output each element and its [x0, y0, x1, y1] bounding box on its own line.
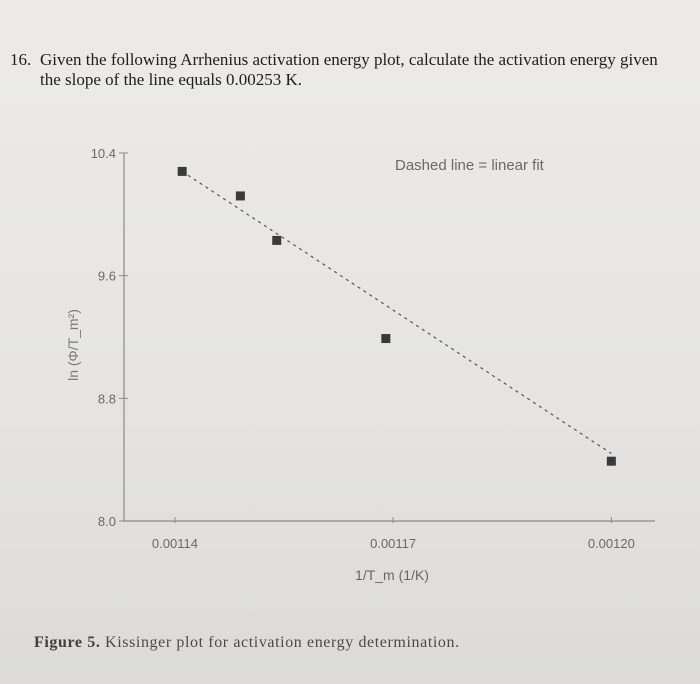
- figure-caption: Figure 5. Kissinger plot for activation …: [34, 634, 460, 652]
- y-tick-label: 8.8: [98, 391, 116, 406]
- data-point-marker: [272, 235, 282, 245]
- linear-fit-line: [181, 170, 612, 455]
- plot-ticks: 8.0 8.8 9.6 10.4 0.00114 0.00117 0.00120: [91, 146, 635, 551]
- data-point-marker: [381, 334, 391, 344]
- x-tick-label: 0.00114: [152, 536, 198, 551]
- y-tick-label: 8.0: [98, 514, 116, 529]
- figure-caption-text: Kissinger plot for activation energy det…: [105, 634, 460, 651]
- data-points: [177, 166, 616, 466]
- y-tick-label: 9.6: [98, 269, 116, 284]
- question-line-2: the slope of the line equals 0.00253 K.: [40, 70, 303, 89]
- data-point-marker: [177, 166, 187, 176]
- y-axis-label: ln (Φ/T_m²): [65, 309, 81, 381]
- question-number: 16.: [10, 50, 32, 69]
- question-line-1: Given the following Arrhenius activation…: [40, 50, 658, 69]
- fit-line-group: [181, 170, 612, 455]
- question-text: 16. Given the following Arrhenius activat…: [10, 50, 670, 90]
- figure-caption-label: Figure 5.: [34, 634, 101, 651]
- legend-note: Dashed line = linear fit: [395, 157, 545, 174]
- plot-axes: [123, 153, 655, 522]
- x-axis-label: 1/T_m (1/K): [355, 567, 429, 583]
- y-tick-label: 10.4: [91, 146, 116, 161]
- x-tick-label: 0.00117: [370, 536, 416, 551]
- data-point-marker: [606, 456, 616, 466]
- data-point-marker: [235, 191, 245, 201]
- x-tick-label: 0.00120: [588, 536, 635, 551]
